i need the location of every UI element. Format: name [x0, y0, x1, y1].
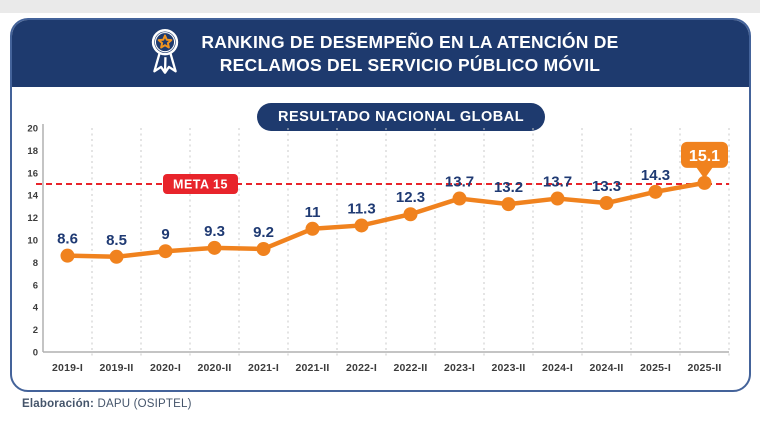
data-point-label: 9.2	[253, 224, 274, 241]
x-axis-label: 2024-I	[542, 362, 573, 374]
chart-title-banner: RESULTADO NACIONAL GLOBAL	[257, 103, 546, 131]
y-axis-label: 10	[27, 236, 38, 247]
y-axis-label: 4	[33, 303, 39, 314]
x-axis-label: 2019-I	[52, 362, 83, 374]
meta-badge	[163, 174, 238, 194]
highlight-callout	[681, 141, 728, 168]
data-point	[599, 196, 614, 211]
data-point-label: 13.2	[494, 179, 523, 196]
series-line	[65, 180, 707, 260]
data-point	[109, 249, 124, 264]
data-point-label: 13.7	[543, 174, 572, 191]
x-axis-label: 2023-II	[491, 362, 525, 374]
medal-ribbon-icon	[142, 27, 188, 80]
data-point	[697, 175, 712, 190]
x-axis-label: 2020-II	[197, 362, 231, 374]
data-point	[256, 241, 271, 256]
data-point-label: 8.6	[57, 231, 78, 248]
data-point	[158, 244, 173, 259]
data-point-label: 8.5	[106, 232, 127, 249]
data-point	[648, 184, 663, 199]
source-caption-label: Elaboración:	[22, 398, 95, 410]
data-point-label: 13.7	[445, 174, 474, 191]
y-axis-label: 12	[27, 213, 38, 224]
data-point-label: 14.3	[641, 167, 670, 184]
highlight-callout-pointer	[696, 166, 713, 179]
y-axis-label: 2	[33, 325, 38, 336]
data-point	[305, 221, 320, 236]
page-title-line1: RANKING DE DESEMPEÑO EN LA ATENCIÓN DE	[201, 32, 619, 53]
data-point	[403, 207, 418, 222]
data-point-label: 12.3	[396, 189, 425, 206]
x-axis-label: 2019-II	[99, 362, 133, 374]
data-point-label: 11	[305, 204, 321, 221]
x-axis-label: 2024-II	[589, 362, 623, 374]
data-point-label: 9	[161, 226, 169, 243]
page-title-line2: RECLAMOS DEL SERVICIO PÚBLICO MÓVIL	[219, 54, 601, 75]
source-caption: Elaboración: DAPU (OSIPTEL)	[22, 398, 192, 410]
data-point	[207, 240, 222, 255]
meta-badge-label: META 15	[173, 178, 228, 192]
y-axis-label: 18	[27, 146, 38, 157]
x-axis-label: 2022-II	[393, 362, 427, 374]
data-point	[550, 191, 565, 206]
y-axis-label: 14	[27, 191, 38, 202]
data-point	[501, 197, 516, 212]
data-point-label: 13.3	[592, 178, 621, 195]
y-axis-label: 0	[33, 348, 38, 359]
data-point	[452, 191, 467, 206]
data-point	[354, 218, 369, 233]
x-axis-label: 2022-I	[346, 362, 377, 374]
data-point-label: 11.3	[347, 200, 375, 217]
top-background-strip	[0, 0, 760, 13]
y-axis-label: 20	[27, 124, 38, 135]
infographic-card: RANKING DE DESEMPEÑO EN LA ATENCIÓN DE R…	[10, 18, 751, 392]
y-axis-label: 16	[27, 168, 38, 179]
y-axis-label: 8	[33, 258, 38, 269]
x-axis-label: 2021-II	[295, 362, 329, 374]
card-header: RANKING DE DESEMPEÑO EN LA ATENCIÓN DE R…	[12, 20, 749, 87]
y-axis-label: 6	[33, 280, 38, 291]
x-axis-label: 2025-II	[687, 362, 721, 374]
x-axis-label: 2025-I	[640, 362, 671, 374]
x-axis-label: 2021-I	[248, 362, 279, 374]
data-point-label: 9.3	[204, 223, 225, 240]
source-caption-value: DAPU (OSIPTEL)	[94, 398, 192, 410]
page-title: RANKING DE DESEMPEÑO EN LA ATENCIÓN DE R…	[201, 31, 618, 76]
x-axis-label: 2023-I	[444, 362, 475, 374]
highlight-callout-label: 15.1	[689, 148, 720, 165]
x-axis-label: 2020-I	[150, 362, 181, 374]
data-point	[60, 248, 75, 263]
